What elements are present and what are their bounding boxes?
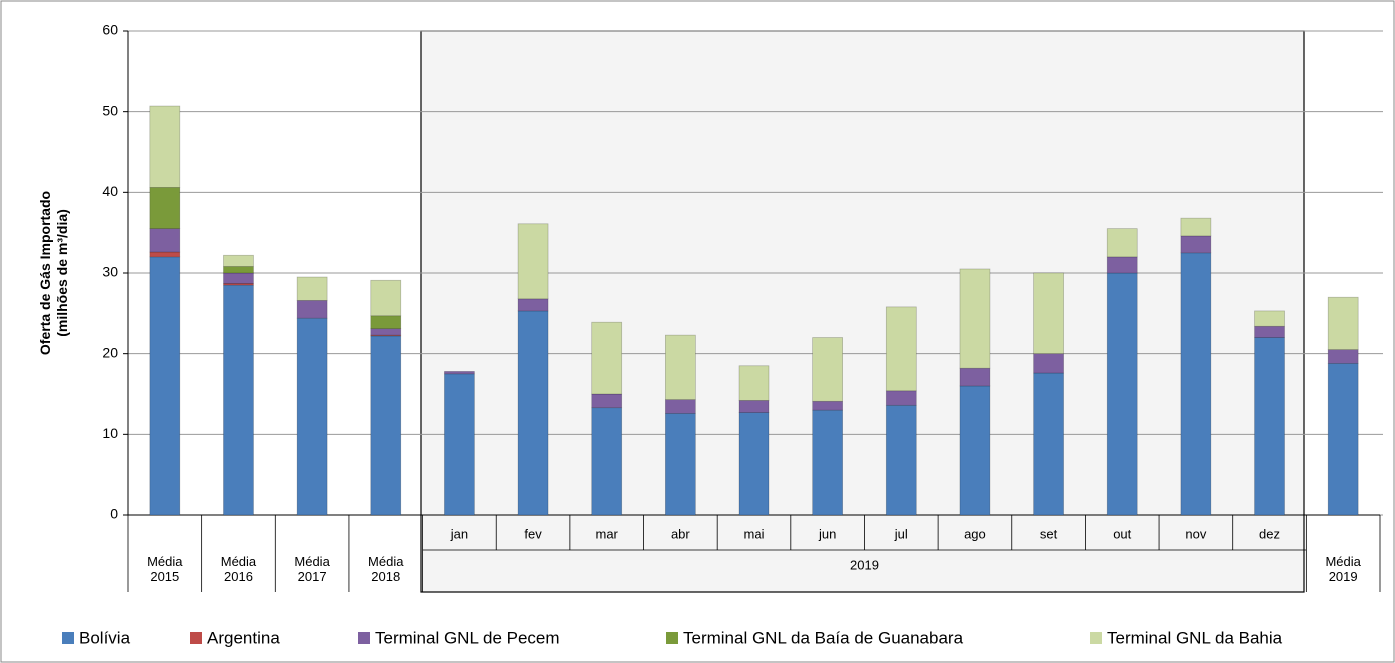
y-tick-label: 60: [102, 22, 118, 38]
y-tick-label: 10: [102, 425, 118, 441]
bar-segment: [370, 315, 402, 330]
bar-segment: [885, 390, 917, 406]
bar-segment: [296, 317, 328, 516]
bar-segment: [149, 228, 181, 253]
y-tick-label: 30: [102, 264, 118, 280]
bar-segment: [1180, 217, 1212, 237]
x-tick-label: Média 2015: [147, 554, 183, 584]
legend-label: Terminal GNL da Baía de Guanabara: [683, 628, 964, 647]
bar-segment: [1327, 349, 1359, 364]
x-tick-label: dez: [1259, 526, 1280, 541]
bar-segment: [1033, 272, 1064, 355]
y-tick-label: 0: [110, 506, 118, 522]
y-tick-label: 20: [102, 344, 118, 360]
bar-segment: [812, 337, 843, 402]
y-tick-label: 50: [102, 102, 118, 118]
highlight-box: [420, 30, 1305, 593]
x-tick-label: Média 2018: [368, 554, 404, 584]
legend-label: Bolívia: [79, 628, 131, 647]
bar-segment: [738, 400, 770, 413]
bar-segment: [1033, 372, 1064, 516]
bar-segment: [959, 367, 991, 387]
legend-swatch: [190, 632, 202, 644]
bar-segment: [296, 300, 328, 319]
bar-segment: [1327, 362, 1359, 516]
y-axis-title: Oferta de Gás Importado(milhões de m³/di…: [37, 191, 70, 355]
bar-segment: [149, 105, 181, 188]
x-tick-label: fev: [524, 526, 542, 541]
bar-segment: [370, 335, 402, 516]
bar-segment: [1106, 272, 1138, 516]
x-tick-label: nov: [1185, 526, 1206, 541]
x-tick-label: ago: [964, 526, 986, 541]
x-tick-label: out: [1113, 526, 1131, 541]
legend-swatch: [1090, 632, 1102, 644]
bar-segment: [223, 284, 254, 516]
bar-segment: [1106, 228, 1138, 258]
x-tick-label: mai: [744, 526, 765, 541]
bar-segment: [223, 266, 254, 274]
bar-segment: [517, 310, 549, 516]
bar-segment: [370, 328, 402, 336]
bar-segment: [1180, 252, 1212, 516]
bar-segment: [591, 321, 623, 395]
bar-segment: [591, 393, 623, 409]
bar-segment: [885, 306, 917, 392]
group-label: 2019: [850, 557, 879, 572]
bar-segment: [812, 409, 843, 516]
bar-segment: [1327, 296, 1359, 350]
bar-segment: [1033, 353, 1064, 374]
bar-segment: [149, 251, 181, 258]
bar-segment: [665, 413, 696, 516]
x-tick-label: mar: [596, 526, 619, 541]
x-tick-label: jan: [450, 526, 468, 541]
bar-segment: [1254, 310, 1285, 327]
legend-swatch: [62, 632, 74, 644]
bar-segment: [444, 373, 475, 516]
x-tick-label: jun: [818, 526, 836, 541]
bar-segment: [665, 334, 696, 400]
x-tick-label: Média 2017: [294, 554, 330, 584]
bar-segment: [1180, 235, 1212, 254]
bar-segment: [149, 187, 181, 229]
legend-label: Terminal GNL da Bahia: [1107, 628, 1283, 647]
bar-segment: [959, 385, 991, 516]
y-axis-title-line: Oferta de Gás Importado: [37, 191, 53, 355]
bar-segment: [812, 400, 843, 411]
bar-segment: [1106, 256, 1138, 274]
y-axis-title-line: (milhões de m³/dia): [54, 209, 70, 337]
x-tick-label: abr: [671, 526, 690, 541]
legend-label: Terminal GNL de Pecem: [375, 628, 560, 647]
x-tick-label: Média 2016: [220, 554, 257, 584]
legend-swatch: [358, 632, 370, 644]
bar-segment: [1254, 325, 1285, 338]
bar-segment: [959, 268, 991, 369]
bar-segment: [738, 412, 770, 516]
legend-label: Argentina: [207, 628, 280, 647]
bar-segment: [517, 223, 549, 300]
bar-segment: [738, 365, 770, 401]
bar-segment: [370, 279, 402, 317]
x-tick-label: set: [1040, 526, 1058, 541]
bar-segment: [885, 404, 917, 516]
x-tick-label: jul: [894, 526, 908, 541]
bar-segment: [591, 407, 623, 516]
bar-segment: [223, 272, 254, 284]
bar-segment: [517, 298, 549, 312]
x-tick-label: Média 2019: [1325, 554, 1361, 584]
bar-segment: [223, 254, 254, 267]
bar-segment: [296, 276, 328, 301]
legend-swatch: [666, 632, 678, 644]
bar-segment: [1254, 337, 1285, 516]
y-tick-label: 40: [102, 183, 118, 199]
bar-segment: [149, 256, 181, 516]
bar-segment: [665, 399, 696, 414]
bar-segment: [444, 371, 475, 375]
